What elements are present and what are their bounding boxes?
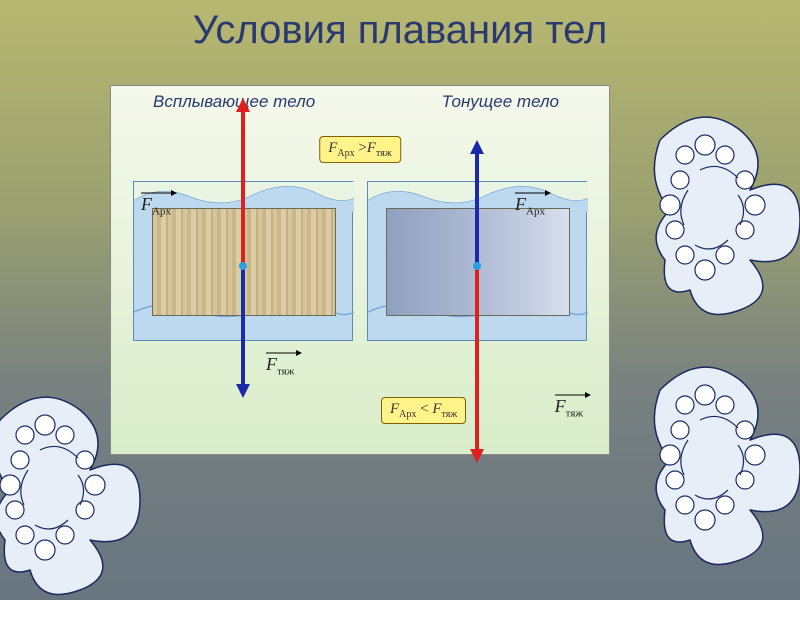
vector-label-f-tyazh-left: Fтяж — [266, 354, 294, 378]
vector-label-f-tyazh-right: Fтяж — [555, 396, 583, 420]
origin-dot-left — [239, 262, 247, 270]
arrow-buoyancy-right — [475, 152, 479, 264]
arrow-buoyancy-left — [241, 110, 245, 265]
formula-sinking: FАрх < Fтяж — [381, 397, 466, 424]
slide-title: Условия плавания тел — [0, 0, 800, 53]
arrow-gravity-right — [475, 266, 479, 451]
panel-sinking — [367, 181, 587, 341]
heading-right: Тонущее тело — [442, 92, 559, 112]
origin-dot-right — [473, 262, 481, 270]
wave-decoration-rb — [650, 350, 800, 590]
slide-root: Условия плавания тел — [0, 0, 800, 600]
wave-decoration-rt — [650, 100, 800, 340]
formula-floating: FАрх >Fтяж — [319, 136, 401, 163]
vector-label-f-arh-left: FАрх — [141, 194, 171, 218]
arrow-gravity-left — [241, 266, 245, 386]
heading-left: Всплывающее тело — [153, 92, 315, 112]
diagram-frame: Всплывающее тело Тонущее тело FАрх >Fтяж — [110, 85, 610, 455]
vector-label-f-arh-right: FАрх — [515, 194, 545, 218]
